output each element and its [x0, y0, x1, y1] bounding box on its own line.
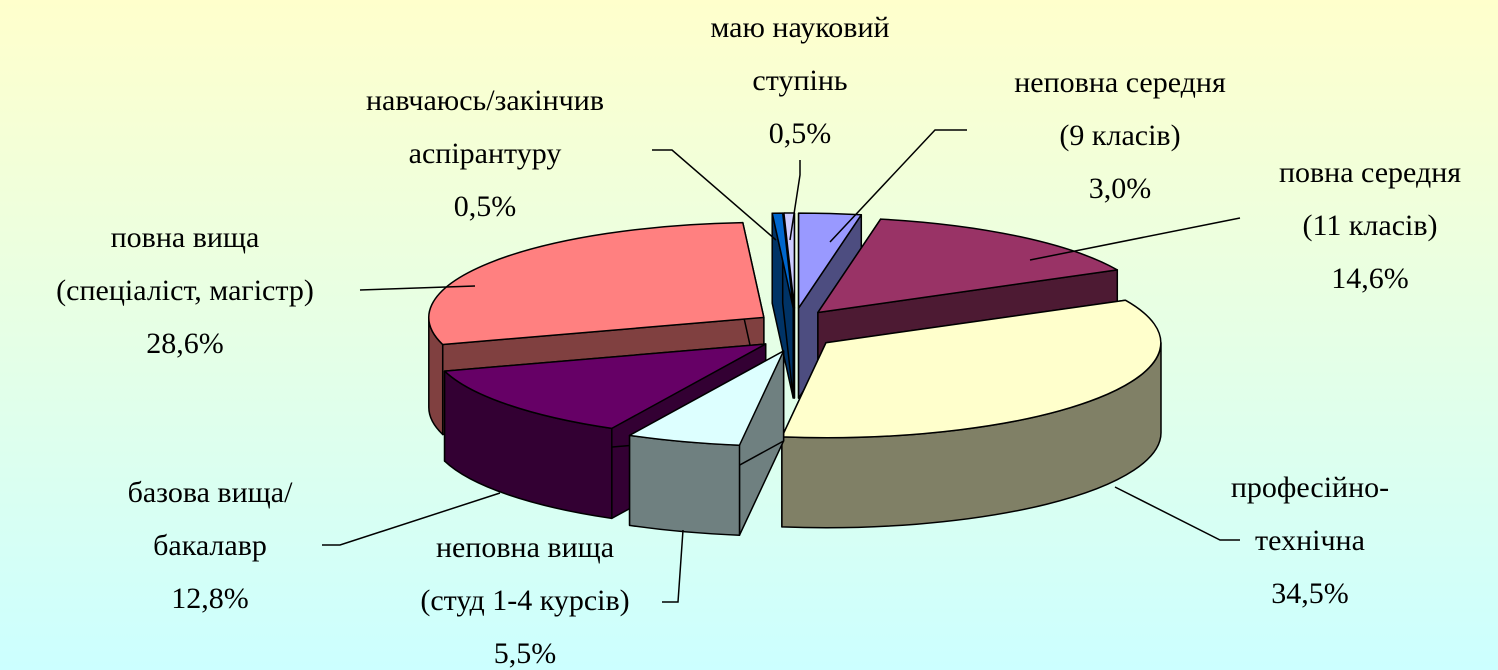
slice-label: повна вища	[111, 221, 260, 254]
slice-label: (9 класів)	[1059, 119, 1180, 152]
leader-line	[652, 149, 777, 241]
slice	[628, 350, 785, 446]
leader-line	[359, 285, 476, 291]
value-label: 5,5%	[494, 637, 557, 670]
slice-label: ступінь	[752, 64, 847, 97]
slice-label: бакалавр	[153, 529, 267, 562]
slice	[771, 212, 794, 309]
slice-side	[628, 434, 741, 536]
slice-label: неповна вища	[436, 531, 614, 564]
slice-label: повна середня	[1279, 156, 1461, 189]
slice	[781, 299, 1162, 439]
slice	[817, 218, 1119, 314]
slice-label: неповна середня	[1014, 66, 1226, 99]
slice-label: (спеціаліст, магістр)	[56, 274, 314, 307]
value-label: 0,5%	[769, 117, 832, 150]
slice	[443, 343, 767, 430]
leader-line	[1029, 217, 1241, 261]
leader-line	[322, 492, 501, 546]
value-label: 28,6%	[146, 327, 224, 360]
slice-label: (11 класів)	[1302, 209, 1437, 242]
slice-label: маю науковий	[710, 11, 889, 44]
slice-label: аспірантуру	[409, 137, 562, 170]
leader-line	[829, 129, 967, 243]
slice-label: (студ 1-4 курсів)	[420, 584, 629, 617]
slice	[428, 221, 765, 346]
labels: неповна середня (9 класів) 3,0% повна серед…	[56, 11, 1461, 670]
value-label: 3,0%	[1089, 172, 1152, 205]
slice-label: технічна	[1255, 524, 1365, 557]
value-label: 0,5%	[454, 190, 517, 223]
leader-line	[1114, 486, 1240, 541]
slice-label: навчаюсь/закінчив	[366, 84, 604, 117]
slice-label: професійно-	[1231, 471, 1389, 504]
leader-line	[789, 160, 801, 241]
leader-line	[662, 529, 684, 603]
value-label: 14,6%	[1331, 262, 1409, 295]
slice	[797, 212, 863, 309]
slice-label: базова вища/	[128, 476, 293, 509]
value-label: 34,5%	[1271, 577, 1349, 610]
pie	[428, 212, 1162, 536]
value-label: 12,8%	[171, 582, 249, 615]
